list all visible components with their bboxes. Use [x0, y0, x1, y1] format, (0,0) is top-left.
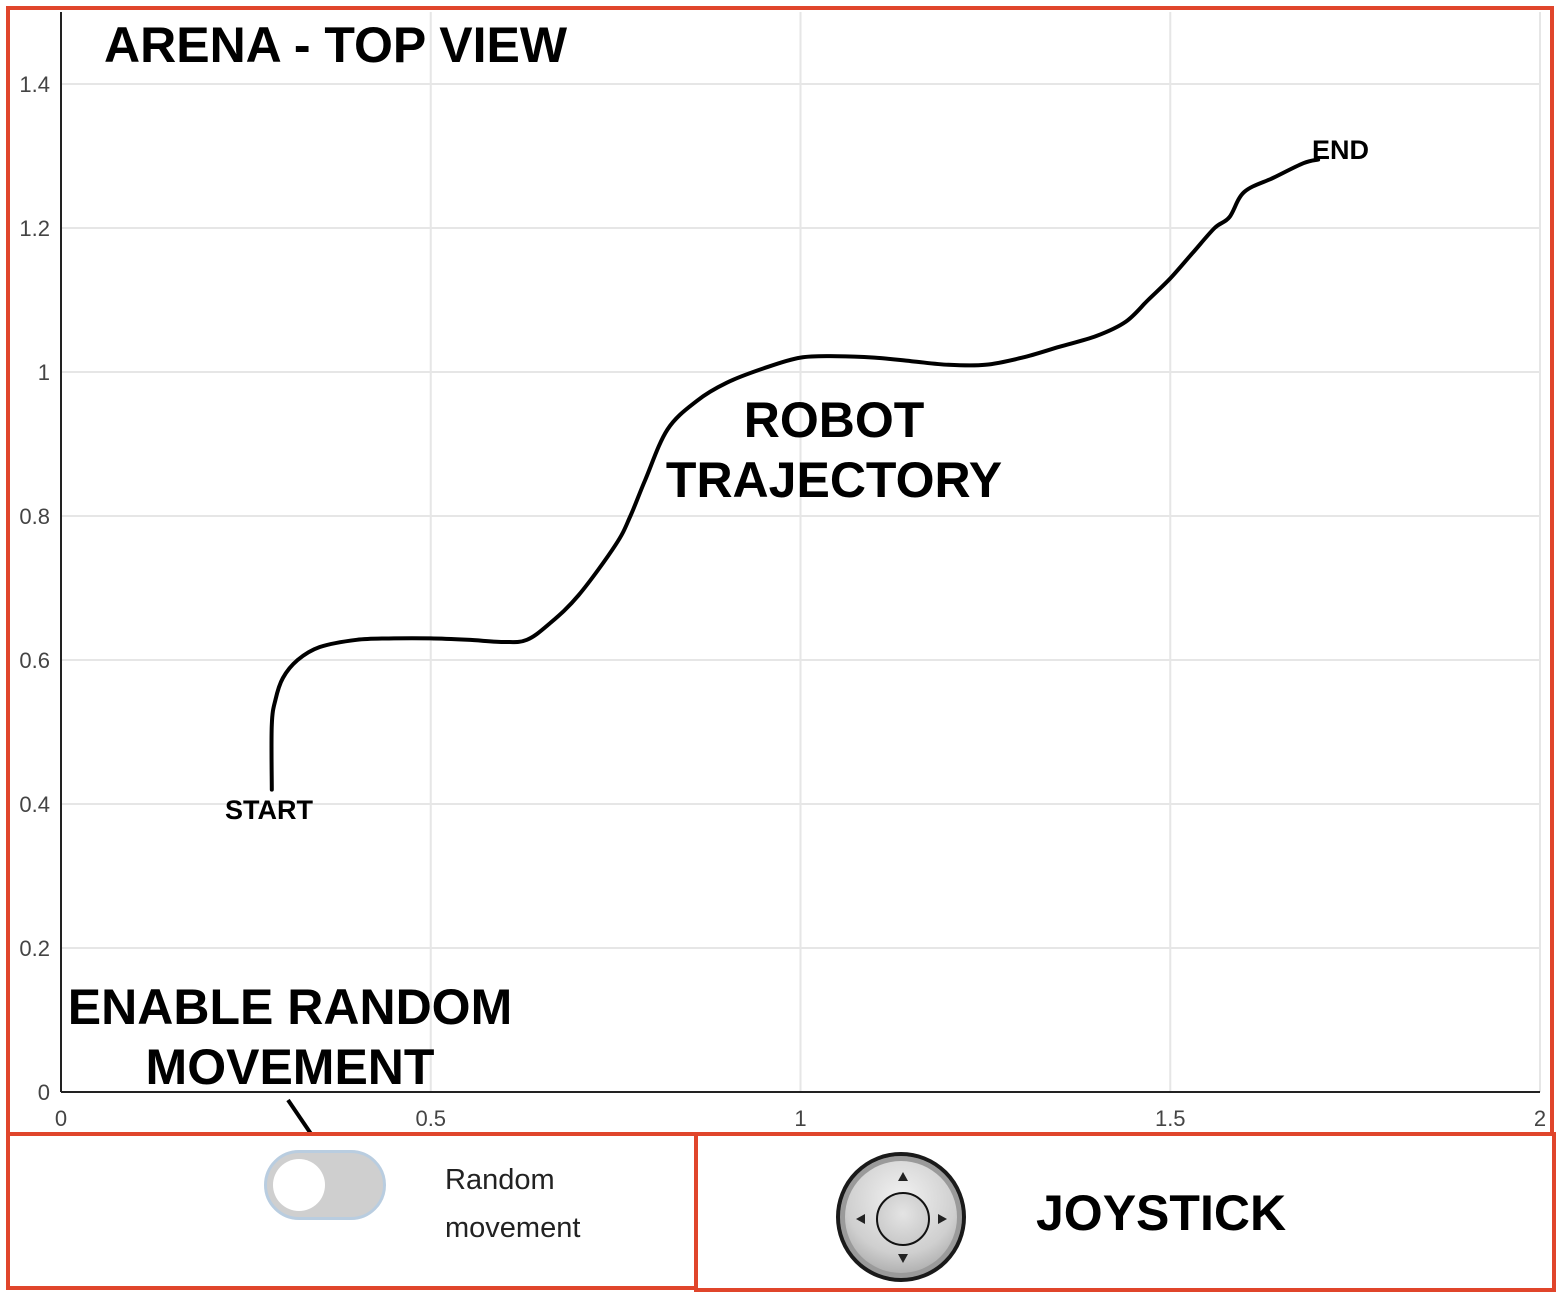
arena-panel — [6, 6, 1554, 1136]
arrow-down-icon[interactable] — [898, 1254, 908, 1263]
arrow-right-icon[interactable] — [938, 1214, 947, 1224]
robot-trajectory-line — [269, 157, 1321, 792]
x-tick-label: 0.5 — [415, 1106, 446, 1131]
y-tick-label: 1.4 — [19, 72, 50, 97]
joystick[interactable] — [836, 1152, 966, 1282]
y-tick-label: 1 — [38, 360, 50, 385]
y-tick-label: 1.2 — [19, 216, 50, 241]
y-tick-label: 0.4 — [19, 792, 50, 817]
trajectory-label-line2: TRAJECTORY — [666, 452, 1002, 508]
toggle-knob — [273, 1159, 325, 1211]
pointer-arrow-icon — [286, 1098, 315, 1136]
x-tick-label: 0 — [55, 1106, 67, 1131]
y-tick-label: 0.8 — [19, 504, 50, 529]
y-tick-label: 0 — [38, 1080, 50, 1105]
arena-title: ARENA - TOP VIEW — [104, 17, 568, 73]
random-movement-label: Random movement — [445, 1156, 665, 1252]
joystick-panel — [694, 1132, 1556, 1292]
arrow-left-icon[interactable] — [856, 1214, 865, 1224]
y-tick-labels: 0 0.2 0.4 0.6 0.8 1 1.2 1.4 — [19, 72, 50, 1105]
trajectory-label-line1: ROBOT — [744, 392, 925, 448]
plot-grid — [61, 12, 1541, 1092]
plot-axes — [60, 12, 1540, 1093]
y-tick-label: 0.6 — [19, 648, 50, 673]
enable-random-label-line2: MOVEMENT — [146, 1039, 435, 1095]
joystick-knob[interactable] — [876, 1192, 930, 1246]
joystick-title: JOYSTICK — [1036, 1185, 1287, 1241]
x-tick-label: 1 — [794, 1106, 806, 1131]
enable-random-label-line1: ENABLE RANDOM — [68, 979, 512, 1035]
toggle-label-line2: movement — [445, 1212, 581, 1244]
x-tick-label: 2 — [1534, 1106, 1546, 1131]
random-movement-toggle[interactable] — [264, 1150, 386, 1220]
arena-plot: 0 0.5 1 1.5 2 0 0.2 0.4 0.6 0.8 1 1.2 1.4 ARENA - T… — [19, 12, 1546, 1136]
end-label: END — [1312, 135, 1369, 165]
start-label: START — [225, 795, 313, 825]
x-tick-label: 1.5 — [1155, 1106, 1186, 1131]
arrow-up-icon[interactable] — [898, 1172, 908, 1181]
y-tick-label: 0.2 — [19, 936, 50, 961]
toggle-label-line1: Random — [445, 1164, 555, 1196]
x-tick-labels: 0 0.5 1 1.5 2 — [55, 1106, 1546, 1131]
